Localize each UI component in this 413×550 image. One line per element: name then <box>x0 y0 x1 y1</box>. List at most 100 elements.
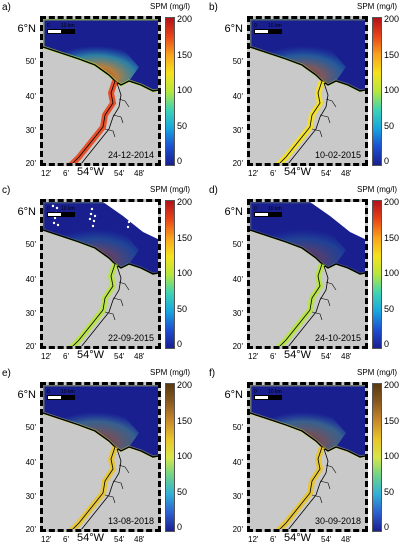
map-panel: e) SPM (mg/l) 6°N 50' 40' 30' 20' 0 10 km 13-0… <box>0 366 206 549</box>
lon-label: 48' <box>134 169 145 178</box>
scale-distance: 10 km <box>61 389 75 395</box>
lon-label: 12' <box>248 169 259 178</box>
river-bank <box>279 263 323 346</box>
lat-label: 50' <box>25 240 36 249</box>
river-bank <box>81 448 122 529</box>
lat-label: 20' <box>25 159 36 168</box>
cloud-speck <box>89 212 93 216</box>
spm-plume <box>250 399 346 451</box>
colorbar-tick: 100 <box>177 85 193 95</box>
colorbar-title: SPM (mg/l) <box>357 185 397 194</box>
river-bank <box>81 82 122 163</box>
scale-zero: 0 <box>47 206 50 212</box>
map-panel: c) SPM (mg/l) 6°N 50' 40' 30' 20' 0 10 km 22-0… <box>0 183 206 366</box>
lon-label: 54' <box>321 535 332 544</box>
river-bank <box>72 80 116 163</box>
scale-zero: 0 <box>254 23 257 29</box>
colorbar <box>372 17 382 166</box>
lon-label: 12' <box>248 352 259 361</box>
cloud-speck <box>91 224 95 228</box>
scale-zero: 0 <box>254 206 257 212</box>
lon-label: 48' <box>134 352 145 361</box>
lat-label: 20' <box>232 342 243 351</box>
river-bank <box>72 446 116 529</box>
scale-distance: 10 km <box>268 389 282 395</box>
cloud-speck <box>93 214 97 218</box>
tributary <box>311 98 337 138</box>
scale-distance: 10 km <box>268 23 282 29</box>
colorbar-tick: 100 <box>384 268 400 278</box>
colorbar-tick: 150 <box>384 232 400 243</box>
colorbar-tick: 150 <box>177 415 193 426</box>
tributary <box>104 281 130 321</box>
lon-label: 54' <box>114 535 125 544</box>
river-bank <box>81 265 122 346</box>
colorbar-tick: 150 <box>177 232 193 243</box>
cloud-speck <box>125 208 129 212</box>
scale-zero: 0 <box>47 389 50 395</box>
lon-label: 54°W <box>77 532 105 544</box>
lon-label: 54°W <box>77 166 105 178</box>
tributary <box>311 281 337 321</box>
colorbar-tick: 50 <box>384 120 395 131</box>
lat-label: 6°N <box>224 389 243 401</box>
lat-label: 50' <box>25 57 36 66</box>
colorbar-tick: 100 <box>177 268 193 278</box>
colorbar-tick: 100 <box>384 451 400 461</box>
panel-label: b) <box>209 2 218 13</box>
lat-label: 6°N <box>224 23 243 35</box>
colorbar-title: SPM (mg/l) <box>357 2 397 11</box>
scale-bar-graphic <box>254 212 282 217</box>
lat-label: 6°N <box>17 206 36 218</box>
spm-plume <box>43 399 139 451</box>
cloud-speck <box>129 210 133 214</box>
panel-label: a) <box>2 2 11 13</box>
lon-label: 6' <box>270 352 276 361</box>
scale-distance: 10 km <box>268 206 282 212</box>
colorbar-tick: 200 <box>177 14 193 24</box>
colorbar <box>372 383 382 532</box>
colorbar-tick: 0 <box>384 339 390 349</box>
colorbar-title: SPM (mg/l) <box>150 2 190 11</box>
colorbar-title: SPM (mg/l) <box>357 368 397 377</box>
spm-plume <box>250 216 346 268</box>
lon-label: 54°W <box>284 166 312 178</box>
river-bank <box>279 80 323 163</box>
panel-label: f) <box>209 368 216 379</box>
colorbar-tick: 0 <box>177 339 183 349</box>
acquisition-date: 24-10-2015 <box>314 333 361 343</box>
panel-label: d) <box>209 185 218 196</box>
map-graphic <box>43 385 158 529</box>
cloud-speck <box>90 207 94 211</box>
lat-label: 6°N <box>224 206 243 218</box>
colorbar-tick: 50 <box>177 486 188 497</box>
lat-label: 50' <box>232 240 243 249</box>
lon-label: 48' <box>341 352 352 361</box>
lon-label: 12' <box>41 535 52 544</box>
cloud-speck <box>53 216 57 220</box>
lon-label: 54' <box>321 169 332 178</box>
spm-plume <box>43 216 139 268</box>
scale-bar-graphic <box>47 395 75 400</box>
colorbar-tick: 50 <box>384 486 395 497</box>
lon-label: 54' <box>114 352 125 361</box>
acquisition-date: 22-09-2015 <box>107 333 154 343</box>
scale-zero: 0 <box>254 389 257 395</box>
spm-plume <box>250 33 346 85</box>
lon-label: 6' <box>270 169 276 178</box>
cloud-speck <box>126 225 130 229</box>
lon-label: 54' <box>114 169 125 178</box>
colorbar-tick: 50 <box>177 303 188 314</box>
lon-label: 12' <box>248 535 259 544</box>
tributary <box>104 464 130 504</box>
colorbar <box>165 383 175 532</box>
map-panel: f) SPM (mg/l) 6°N 50' 40' 30' 20' 0 10 km 30-0… <box>207 366 413 549</box>
colorbar <box>372 200 382 349</box>
acquisition-date: 24-12-2014 <box>107 150 154 160</box>
lat-label: 30' <box>25 126 36 135</box>
colorbar-tick: 200 <box>384 380 400 390</box>
colorbar-tick: 200 <box>177 197 193 207</box>
lon-label: 6' <box>63 352 69 361</box>
lat-label: 40' <box>232 275 243 284</box>
lat-label: 40' <box>232 458 243 467</box>
